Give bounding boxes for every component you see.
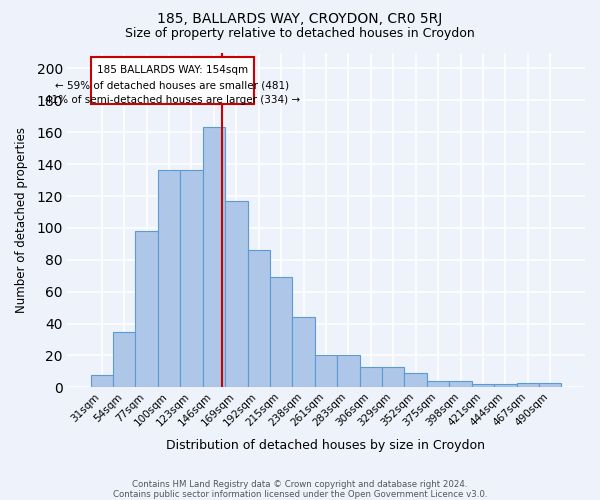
Bar	[225, 201, 248, 388]
Bar	[472, 384, 494, 388]
Bar	[292, 317, 315, 388]
Text: Contains public sector information licensed under the Open Government Licence v3: Contains public sector information licen…	[113, 490, 487, 499]
Bar	[91, 374, 113, 388]
Bar	[113, 332, 136, 388]
Text: Size of property relative to detached houses in Croydon: Size of property relative to detached ho…	[125, 28, 475, 40]
Bar	[359, 366, 382, 388]
Bar	[315, 356, 337, 388]
Text: 185, BALLARDS WAY, CROYDON, CR0 5RJ: 185, BALLARDS WAY, CROYDON, CR0 5RJ	[157, 12, 443, 26]
FancyBboxPatch shape	[91, 58, 254, 104]
Text: 41% of semi-detached houses are larger (334) →: 41% of semi-detached houses are larger (…	[45, 96, 300, 106]
Bar	[248, 250, 270, 388]
Bar	[136, 231, 158, 388]
Bar	[427, 381, 449, 388]
Bar	[270, 278, 292, 388]
Text: 185 BALLARDS WAY: 154sqm: 185 BALLARDS WAY: 154sqm	[97, 65, 248, 75]
Text: ← 59% of detached houses are smaller (481): ← 59% of detached houses are smaller (48…	[55, 81, 289, 91]
Bar	[180, 170, 203, 388]
Bar	[382, 366, 404, 388]
Text: Contains HM Land Registry data © Crown copyright and database right 2024.: Contains HM Land Registry data © Crown c…	[132, 480, 468, 489]
Bar	[539, 382, 562, 388]
X-axis label: Distribution of detached houses by size in Croydon: Distribution of detached houses by size …	[167, 440, 485, 452]
Bar	[517, 382, 539, 388]
Bar	[449, 381, 472, 388]
Bar	[203, 128, 225, 388]
Y-axis label: Number of detached properties: Number of detached properties	[15, 127, 28, 313]
Bar	[337, 356, 359, 388]
Bar	[158, 170, 180, 388]
Bar	[404, 373, 427, 388]
Bar	[494, 384, 517, 388]
